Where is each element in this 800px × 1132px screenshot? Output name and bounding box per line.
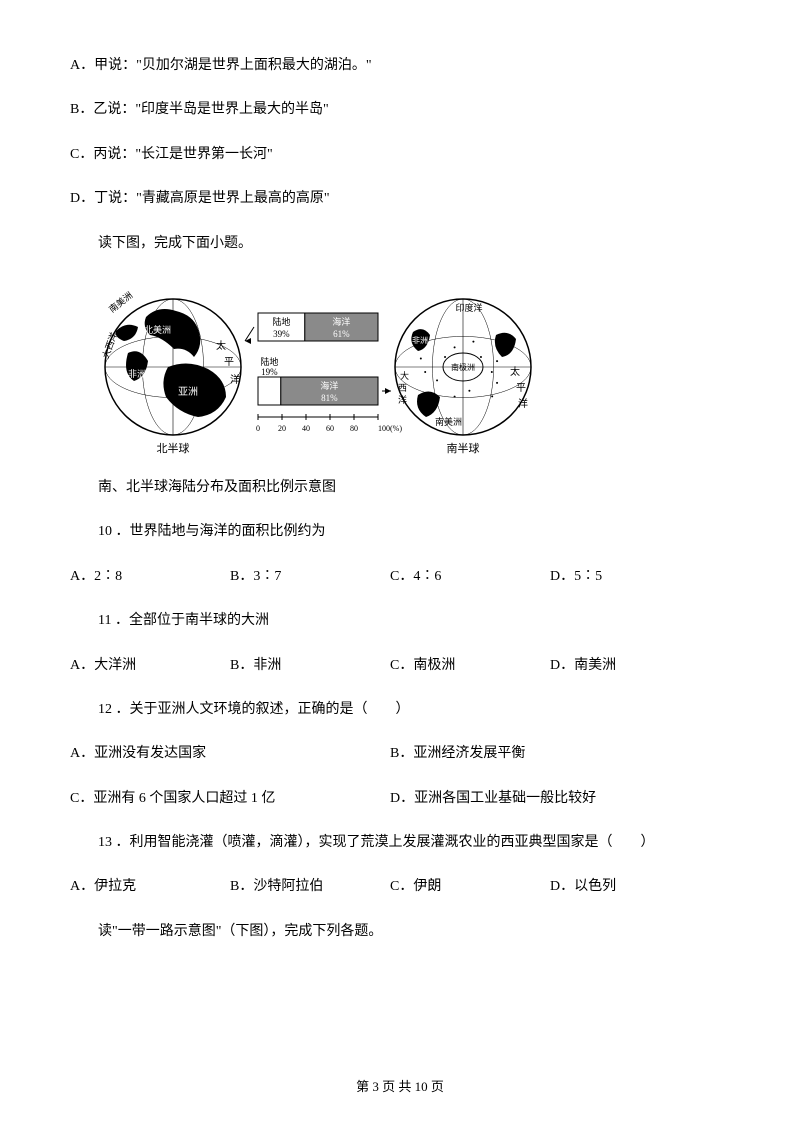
svg-text:印度洋: 印度洋 — [455, 302, 482, 313]
option-b: B．乙说："印度半岛是世界上最大的半岛" — [70, 99, 730, 121]
svg-text:39%: 39% — [273, 329, 290, 339]
q12-opt-c: C．亚洲有 6 个国家人口超过 1 亿 — [70, 788, 390, 810]
q10-stem: 10 ．世界陆地与海洋的面积比例约为 — [70, 521, 730, 543]
svg-text:北半球: 北半球 — [157, 441, 190, 455]
figure-caption: 南、北半球海陆分布及面积比例示意图 — [70, 477, 730, 499]
q12-opt-a: A．亚洲没有发达国家 — [70, 743, 390, 765]
q13-opt-c: C．伊朗 — [390, 876, 550, 898]
q12-stem: 12 ．关于亚洲人文环境的叙述，正确的是（ ） — [70, 699, 730, 721]
q11-options: A．大洋洲 B．非洲 C．南极洲 D．南美洲 — [70, 655, 730, 677]
q13-options: A．伊拉克 B．沙特阿拉伯 C．伊朗 D．以色列 — [70, 876, 730, 898]
svg-text:平: 平 — [516, 383, 526, 394]
q13-opt-b: B．沙特阿拉伯 — [230, 876, 390, 898]
svg-text:20: 20 — [278, 424, 286, 433]
q11-opt-a: A．大洋洲 — [70, 655, 230, 677]
svg-text:洋: 洋 — [398, 394, 407, 405]
q12-options-row2: C．亚洲有 6 个国家人口超过 1 亿 D．亚洲各国工业基础一般比较好 — [70, 788, 730, 810]
svg-text:海洋: 海洋 — [332, 316, 350, 327]
option-a: A．甲说："贝加尔湖是世界上面积最大的湖泊。" — [70, 55, 730, 77]
read-figure-instruction: 读下图，完成下面小题。 — [70, 233, 730, 255]
q12-opt-b: B．亚洲经济发展平衡 — [390, 743, 710, 765]
q10-opt-c: C．4∶6 — [390, 566, 550, 588]
q10-opt-d: D．5∶5 — [550, 566, 710, 588]
svg-text:61%: 61% — [333, 329, 350, 339]
option-c: C．丙说："长江是世界第一长河" — [70, 144, 730, 166]
svg-text:陆地: 陆地 — [260, 356, 278, 367]
q11-opt-b: B．非洲 — [230, 655, 390, 677]
svg-text:西: 西 — [398, 383, 407, 393]
q13-opt-d: D．以色列 — [550, 876, 710, 898]
svg-text:大: 大 — [400, 370, 409, 381]
q11-opt-c: C．南极洲 — [390, 655, 550, 677]
svg-text:南美洲: 南美洲 — [435, 416, 462, 427]
svg-text:非洲: 非洲 — [128, 368, 146, 379]
q10-opt-b: B．3∶7 — [230, 566, 390, 588]
svg-text:洋: 洋 — [518, 397, 528, 410]
q13-stem: 13 ．利用智能浇灌（喷灌，滴灌），实现了荒漠上发展灌溉农业的西亚典型国家是（ … — [70, 832, 730, 854]
q11-opt-d: D．南美洲 — [550, 655, 710, 677]
svg-text:0: 0 — [256, 424, 260, 433]
svg-text:100(%): 100(%) — [378, 424, 402, 433]
svg-text:南极洲: 南极洲 — [451, 362, 475, 372]
q11-stem: 11 ．全部位于南半球的大洲 — [70, 610, 730, 632]
svg-text:19%: 19% — [261, 367, 278, 377]
svg-text:南半球: 南半球 — [447, 441, 480, 455]
page-footer: 第 3 页 共 10 页 — [0, 1077, 800, 1098]
option-d: D．丁说："青藏高原是世界上最高的高原" — [70, 188, 730, 210]
q10-opt-a: A．2∶8 — [70, 566, 230, 588]
svg-text:太: 太 — [216, 339, 226, 352]
svg-text:洋: 洋 — [230, 373, 240, 386]
read-belt-road-instruction: 读"一带一路示意图"（下图），完成下列各题。 — [70, 921, 730, 943]
q10-options: A．2∶8 B．3∶7 C．4∶6 D．5∶5 — [70, 566, 730, 588]
svg-text:亚洲: 亚洲 — [178, 386, 198, 398]
q13-opt-a: A．伊拉克 — [70, 876, 230, 898]
hemisphere-figure: 南美洲北美洲大西洋非洲太平洋亚洲北半球印度洋非洲南极洲大西洋太平洋南美洲南半球陆… — [70, 277, 730, 459]
svg-text:北美洲: 北美洲 — [144, 324, 171, 335]
svg-text:海洋: 海洋 — [320, 380, 338, 391]
q12-opt-d: D．亚洲各国工业基础一般比较好 — [390, 788, 710, 810]
svg-text:陆地: 陆地 — [272, 316, 290, 327]
svg-text:40: 40 — [302, 424, 310, 433]
svg-text:80: 80 — [350, 424, 358, 433]
svg-text:81%: 81% — [321, 393, 338, 403]
svg-text:平: 平 — [224, 357, 234, 368]
svg-text:太: 太 — [510, 365, 520, 378]
q12-options-row1: A．亚洲没有发达国家 B．亚洲经济发展平衡 — [70, 743, 730, 765]
svg-text:非洲: 非洲 — [412, 335, 428, 345]
svg-text:60: 60 — [326, 424, 334, 433]
